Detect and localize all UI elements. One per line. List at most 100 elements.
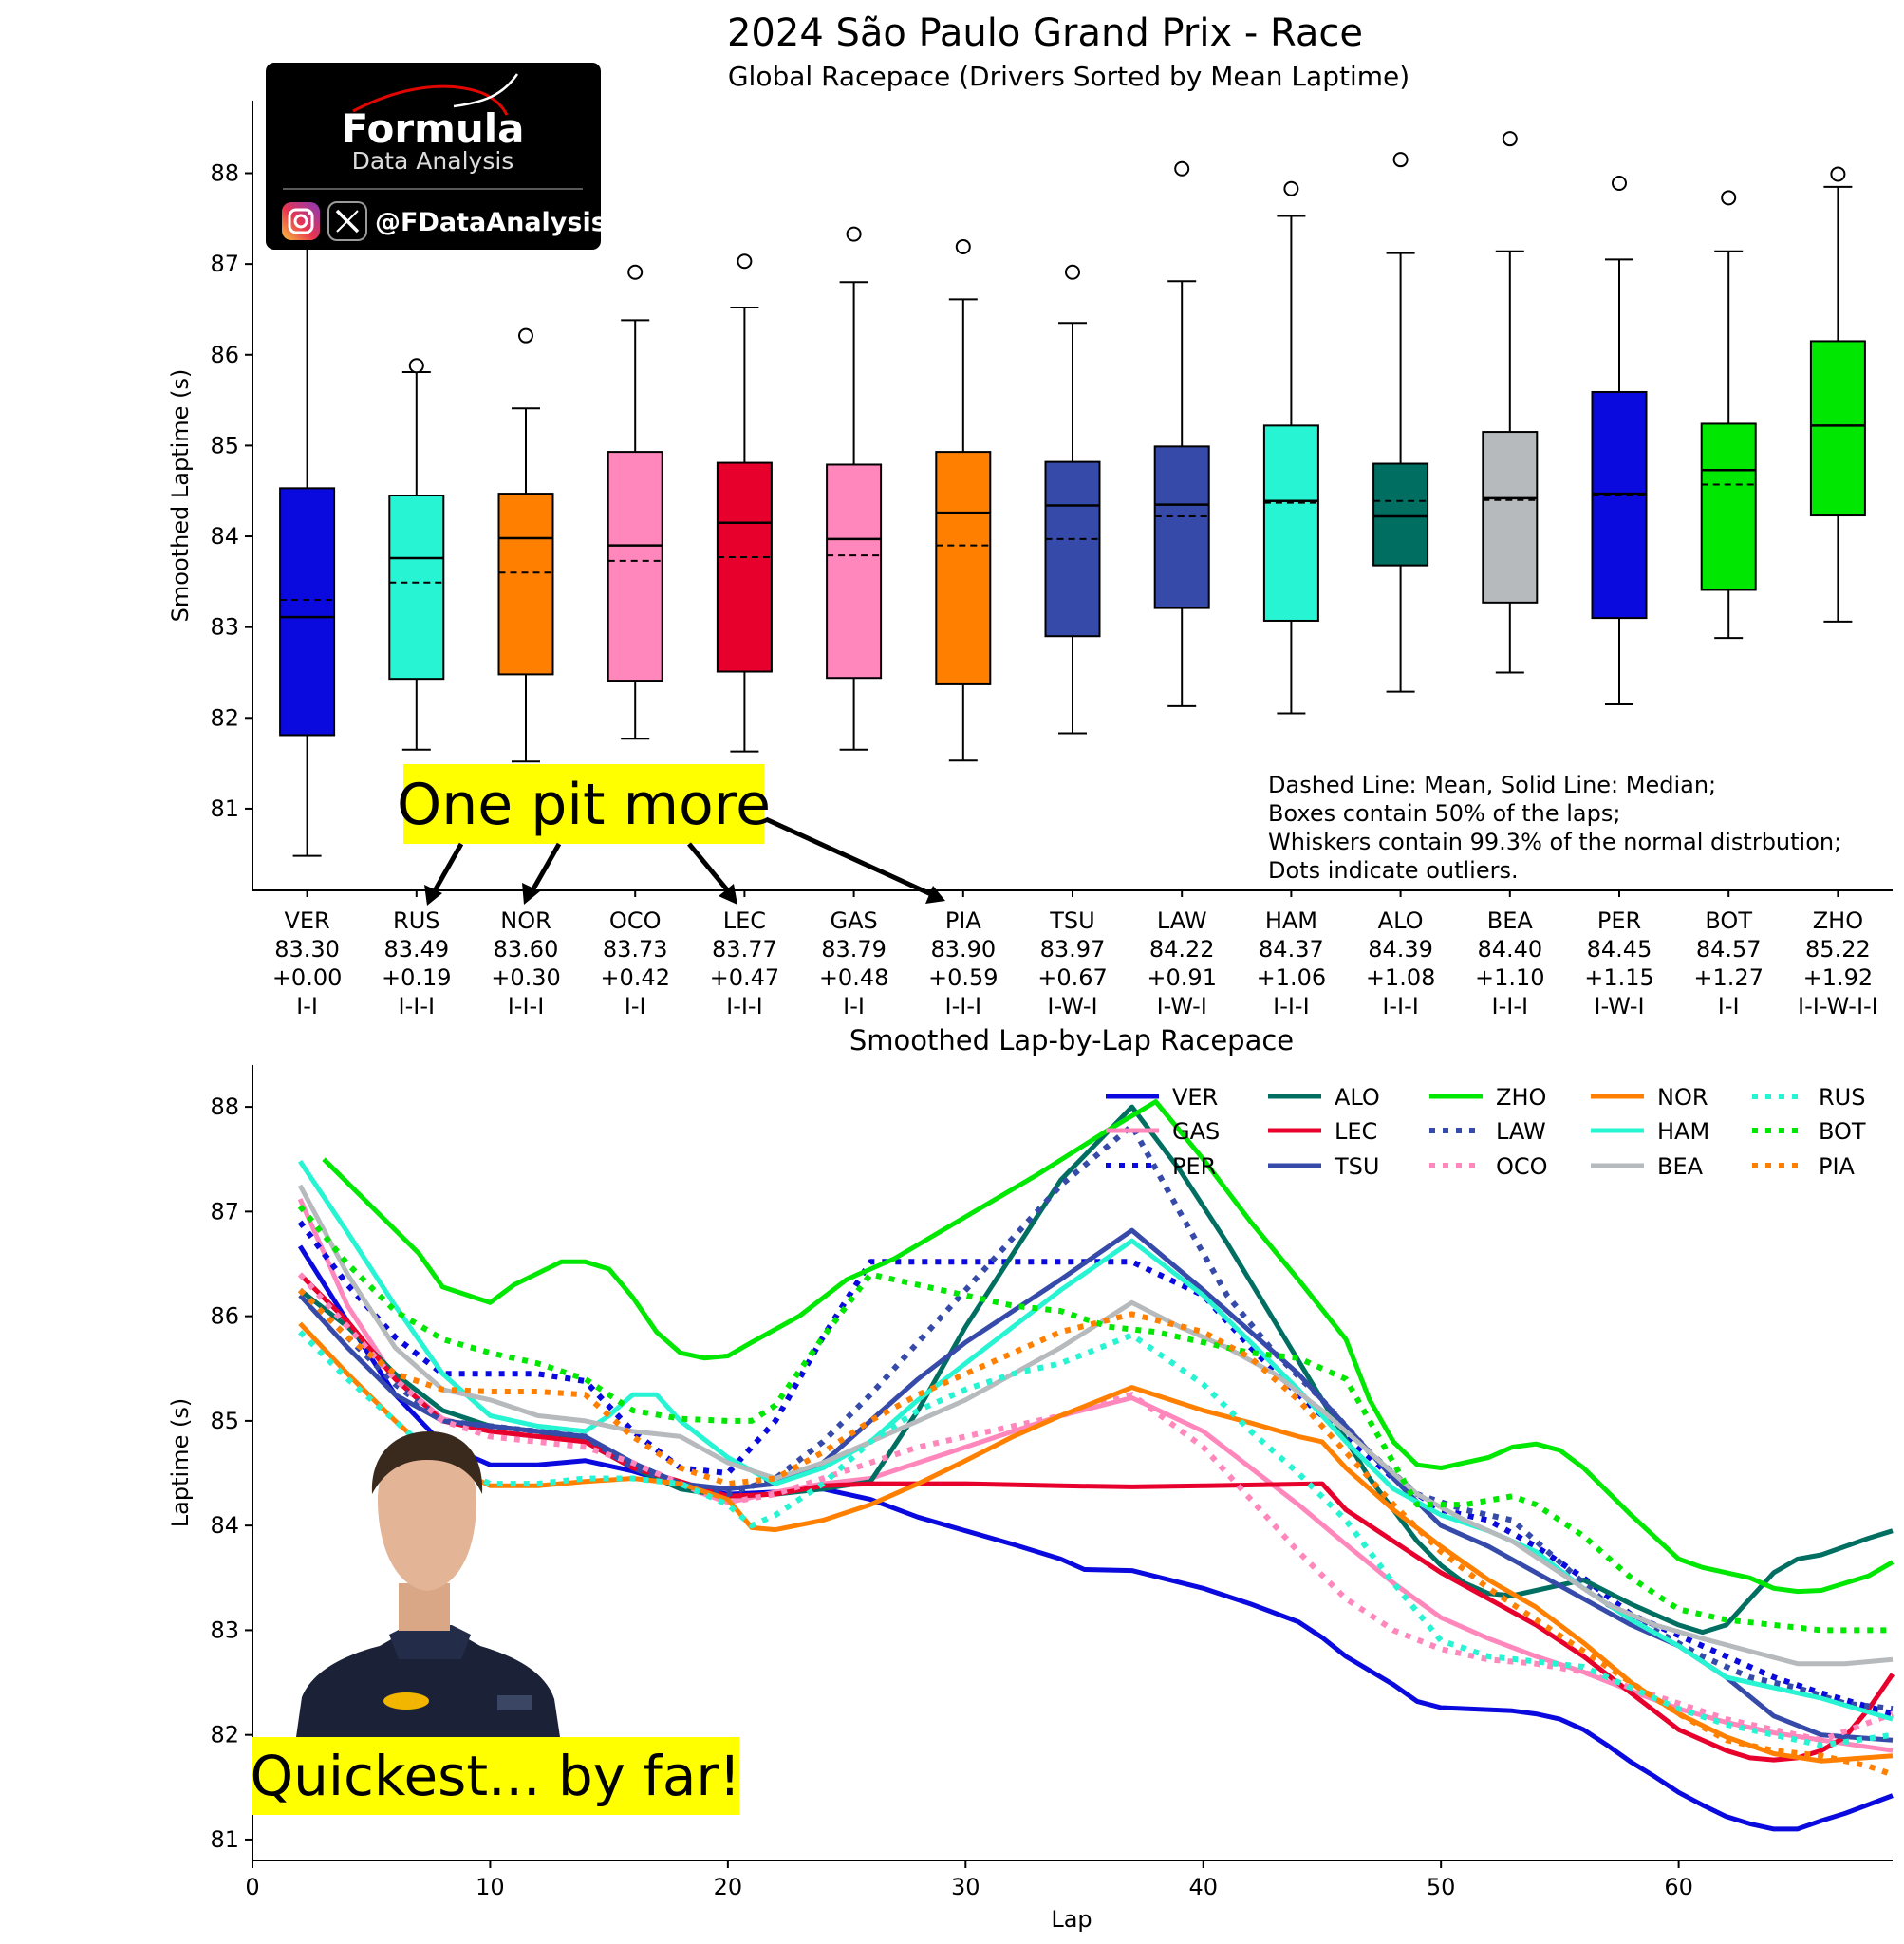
portrait-sponsor-patch (383, 1692, 429, 1710)
portrait-sponsor-patch (497, 1695, 532, 1710)
legend-label: ALO (1335, 1084, 1380, 1111)
instagram-icon (282, 202, 320, 240)
box-x-label-driver-strategy: I-I (843, 993, 865, 1019)
box-x-label-driver-code: LEC (723, 907, 766, 934)
box-plot-panel: Smoothed Laptime (s) 81 82 83 84 85 86 87 88 VE… (167, 101, 1893, 1019)
box-x-label-driver-mean: 84.37 (1259, 936, 1324, 963)
quick-callout-text: Quickest... by far! (251, 1744, 741, 1808)
box-y-tick-label: 85 (210, 432, 239, 458)
box-x-label-driver-code: ZHO (1813, 907, 1863, 934)
box-oco (607, 264, 663, 740)
box-outlier-dot (1830, 166, 1846, 182)
box-x-label-driver-delta: +1.92 (1803, 964, 1874, 991)
box-x-label-driver-strategy: I-I (296, 993, 318, 1019)
pit-arrow-head (925, 886, 945, 904)
box-y-ticks: 81 82 83 84 85 86 87 88 (210, 160, 252, 822)
pit-arrow (687, 842, 732, 895)
box-y-tick-label: 88 (210, 160, 239, 187)
series-line-bot (297, 1204, 1893, 1634)
box-x-label-driver-mean: 83.73 (603, 936, 668, 963)
box-x-label-driver-mean: 83.60 (494, 936, 559, 963)
box-x-label-driver-delta: +0.91 (1147, 964, 1217, 991)
legend-item-rus: RUS (1752, 1084, 1865, 1111)
line-y-tick-label: 86 (210, 1303, 239, 1330)
line-x-tick-label: 30 (951, 1874, 980, 1900)
box-x-label-driver-strategy: I-I-I (1273, 993, 1310, 1019)
quick-callout-highlight (252, 1737, 739, 1815)
box-x-label-driver-mean: 83.90 (930, 936, 996, 963)
line-y-axis-label: Laptime (s) (167, 1398, 194, 1527)
box-body (1044, 460, 1101, 638)
box-y-tick-label: 82 (210, 704, 239, 731)
box-x-label-driver-mean: 83.49 (383, 936, 449, 963)
box-outlier-dot (1283, 180, 1299, 196)
box-x-label-driver-strategy: I-W-I (1594, 993, 1644, 1019)
box-outlier-dot (408, 358, 424, 374)
box-x-label-driver-strategy: I-W-I (1047, 993, 1097, 1019)
line-x-ticks: 0 10 20 30 40 50 60 (245, 1860, 1693, 1900)
pit-arrow (430, 842, 464, 896)
legend-label: VER (1172, 1084, 1218, 1111)
legend-item-pia: PIA (1752, 1153, 1856, 1180)
legend-item-law: LAW (1429, 1118, 1546, 1145)
legend-item-oco: OCO (1429, 1153, 1548, 1180)
box-x-label-driver-delta: +0.48 (819, 964, 889, 991)
legend-label: ZHO (1496, 1084, 1546, 1111)
legend-item-lec: LEC (1268, 1118, 1377, 1145)
box-x-label-driver-mean: 83.97 (1040, 936, 1106, 963)
box-y-tick-label: 81 (210, 795, 239, 822)
legend-item-nor: NOR (1591, 1084, 1708, 1111)
pit-arrow-head (522, 883, 540, 905)
box-rus (388, 358, 445, 751)
pit-arrows (424, 816, 945, 906)
pit-callout: One pit more (397, 764, 945, 906)
box-bea (1482, 131, 1539, 674)
box-x-label-driver-mean: 83.79 (821, 936, 887, 963)
box-x-label-driver-code: RUS (393, 907, 439, 934)
legend-item-per: PER (1106, 1153, 1216, 1180)
line-plot-panel: Laptime (s) Lap 81 82 83 84 85 86 87 88 0 10 20 30… (167, 1065, 1895, 1933)
pit-callout-highlight (403, 764, 764, 844)
series-line-gas (297, 1198, 1894, 1753)
legend-label: GAS (1172, 1118, 1220, 1145)
box-outlier-dot (518, 327, 533, 344)
box-x-label-driver-code: BEA (1487, 907, 1534, 934)
box-outlier-dot (1721, 190, 1737, 206)
box-x-label-driver-delta: +0.00 (272, 964, 343, 991)
box-note-line: Dots indicate outliers. (1268, 857, 1519, 884)
legend-label: OCO (1496, 1153, 1548, 1180)
line-x-tick-label: 40 (1188, 1874, 1218, 1900)
line-x-axis-label: Lap (1051, 1906, 1092, 1933)
pit-arrow-head (719, 884, 737, 905)
logo-brand-sub: Data Analysis (352, 147, 514, 175)
legend-item-bea: BEA (1591, 1153, 1704, 1180)
line-legend: VER GAS PER ALO LEC TSU ZHO LAW OCO NOR HAM BEA RUS B… (1106, 1084, 1866, 1180)
box-body (1262, 424, 1319, 622)
box-outlier-dot (1065, 264, 1080, 280)
line-y-tick-label: 85 (210, 1408, 239, 1434)
box-x-label-driver-strategy: I-I-I (1492, 993, 1529, 1019)
legend-item-ver: VER (1106, 1084, 1218, 1111)
box-legend-note: Dashed Line: Mean, Solid Line: Median; B… (1268, 772, 1841, 884)
legend-item-zho: ZHO (1429, 1084, 1546, 1111)
box-x-label-driver-delta: +0.67 (1037, 964, 1108, 991)
box-x-label-driver-mean: 84.40 (1477, 936, 1542, 963)
box-x-label-driver-mean: 85.22 (1805, 936, 1871, 963)
pit-arrow (764, 816, 935, 898)
line-x-tick-label: 20 (714, 1874, 743, 1900)
legend-label: PIA (1819, 1153, 1856, 1180)
box-outlier-dot (1392, 152, 1409, 168)
box-body (1482, 431, 1539, 604)
box-x-label-driver-code: LAW (1157, 907, 1207, 934)
legend-item-bot: BOT (1752, 1118, 1866, 1145)
box-nor (497, 327, 554, 763)
box-x-tick-labels: VER83.30+0.00I-IRUS83.49+0.19I-I-INOR83.… (272, 890, 1878, 1019)
box-note-line: Whiskers contain 99.3% of the normal dis… (1268, 829, 1841, 855)
line-y-tick-label: 88 (210, 1094, 239, 1120)
line-chart-title: Smoothed Lap-by-Lap Racepace (849, 1024, 1294, 1056)
box-x-label-driver-strategy: I-I-I (399, 993, 436, 1019)
box-y-axis-label: Smoothed Laptime (s) (167, 369, 194, 623)
box-x-label-driver-strategy: I-I (1718, 993, 1740, 1019)
line-y-tick-label: 83 (210, 1617, 239, 1643)
legend-item-tsu: TSU (1268, 1153, 1379, 1180)
